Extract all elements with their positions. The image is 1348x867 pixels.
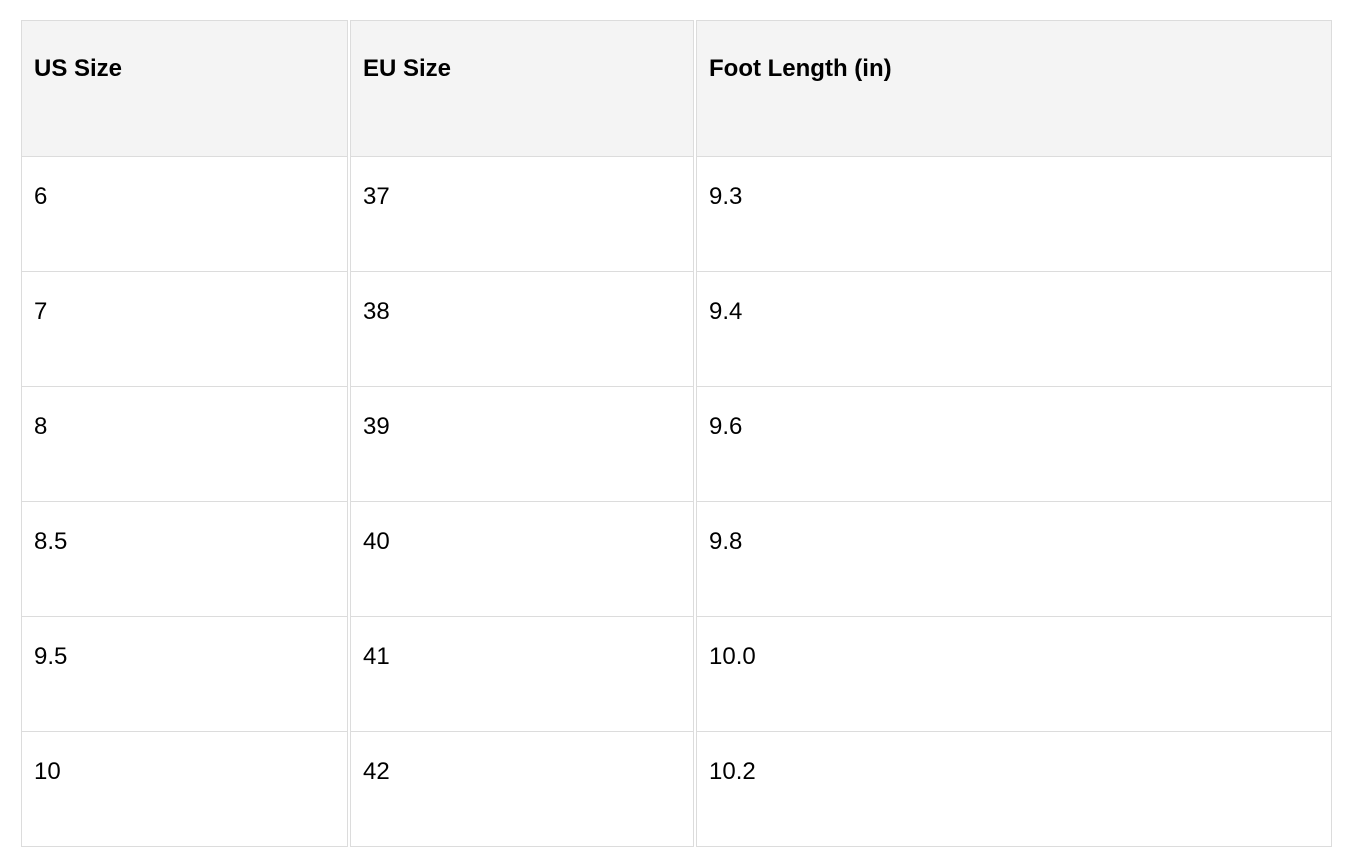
cell-us-size: 8.5 bbox=[21, 502, 348, 617]
cell-eu-size: 38 bbox=[350, 272, 694, 387]
table-row: 10 42 10.2 bbox=[21, 732, 1332, 847]
table-row: 8 39 9.6 bbox=[21, 387, 1332, 502]
cell-foot-length: 10.0 bbox=[696, 617, 1332, 732]
header-us-size: US Size bbox=[21, 20, 348, 157]
cell-us-size: 7 bbox=[21, 272, 348, 387]
cell-us-size: 6 bbox=[21, 157, 348, 272]
cell-eu-size: 37 bbox=[350, 157, 694, 272]
cell-us-size: 9.5 bbox=[21, 617, 348, 732]
cell-foot-length: 9.6 bbox=[696, 387, 1332, 502]
cell-eu-size: 39 bbox=[350, 387, 694, 502]
cell-us-size: 10 bbox=[21, 732, 348, 847]
table-row: 8.5 40 9.8 bbox=[21, 502, 1332, 617]
cell-eu-size: 40 bbox=[350, 502, 694, 617]
header-row: US Size EU Size Foot Length (in) bbox=[21, 20, 1332, 157]
size-chart-table: US Size EU Size Foot Length (in) 6 37 9.3 7… bbox=[19, 20, 1334, 847]
table-row: 9.5 41 10.0 bbox=[21, 617, 1332, 732]
cell-us-size: 8 bbox=[21, 387, 348, 502]
cell-eu-size: 42 bbox=[350, 732, 694, 847]
header-eu-size: EU Size bbox=[350, 20, 694, 157]
cell-foot-length: 10.2 bbox=[696, 732, 1332, 847]
cell-eu-size: 41 bbox=[350, 617, 694, 732]
header-foot-length: Foot Length (in) bbox=[696, 20, 1332, 157]
cell-foot-length: 9.8 bbox=[696, 502, 1332, 617]
cell-foot-length: 9.3 bbox=[696, 157, 1332, 272]
cell-foot-length: 9.4 bbox=[696, 272, 1332, 387]
table-row: 7 38 9.4 bbox=[21, 272, 1332, 387]
table-row: 6 37 9.3 bbox=[21, 157, 1332, 272]
